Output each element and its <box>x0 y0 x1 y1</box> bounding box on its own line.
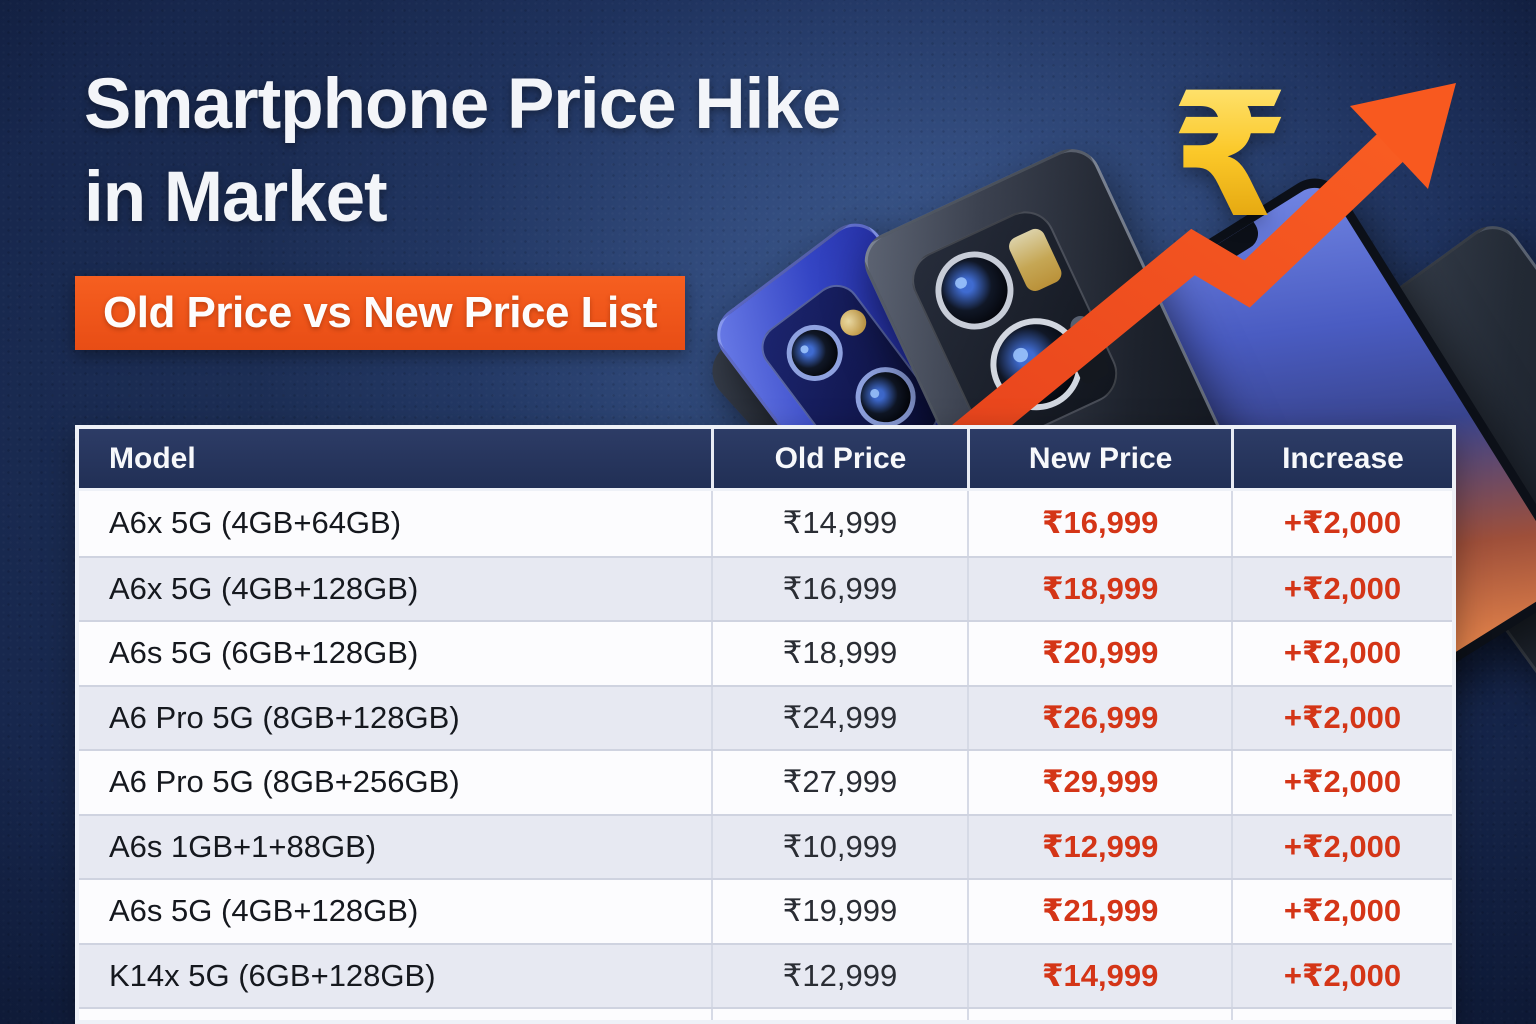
model-cell: K14x 5G (6GB+128GB) <box>109 957 436 993</box>
new-price-cell: ₹26,999 <box>967 686 1231 749</box>
new-price-cell: ₹29,999 <box>967 751 1231 814</box>
rupee-icon: ₹ <box>1170 55 1290 256</box>
increase-cell: +₹2,000 <box>1230 686 1452 749</box>
table-row: A6s 5G (4GB+128GB) ₹19,999 ₹21,999 +₹2,0… <box>79 878 1452 943</box>
increase-cell: +₹2,000 <box>1230 944 1452 1007</box>
subtitle-banner: Old Price vs New Price List <box>75 276 685 350</box>
new-price-cell <box>967 1009 1231 1020</box>
page-title: Smartphone Price Hike in Market <box>84 58 841 244</box>
model-cell: A6s 1GB+1+88GB) <box>109 828 377 864</box>
model-cell: A6s 5G (4GB+128GB) <box>109 893 419 929</box>
old-price-cell: ₹16,999 <box>710 557 968 620</box>
table-row: A6x 5G (4GB+64GB) ₹14,999 ₹16,999 +₹2,00… <box>79 491 1452 556</box>
increase-cell: +₹2,000 <box>1230 815 1452 878</box>
new-price-cell: ₹20,999 <box>967 622 1231 685</box>
old-price-cell: ₹18,999 <box>710 622 968 685</box>
old-price-cell: ₹24,999 <box>710 686 968 749</box>
camera-flash-icon <box>1005 225 1065 295</box>
old-price-cell: ₹12,999 <box>710 944 968 1007</box>
increase-cell: +₹2,000 <box>1230 880 1452 943</box>
new-price-cell: ₹21,999 <box>967 880 1231 943</box>
old-price-cell: ₹19,999 <box>710 880 968 943</box>
increase-cell: +₹2,000 <box>1230 557 1452 620</box>
table-row: A6 Pro 5G (8GB+128GB) ₹24,999 ₹26,999 +₹… <box>79 684 1452 749</box>
increase-cell: +₹2,000 <box>1230 491 1452 556</box>
table-row: A6s 5G (6GB+128GB) ₹18,999 ₹20,999 +₹2,0… <box>79 620 1452 685</box>
old-price-cell: ₹27,999 <box>710 751 968 814</box>
price-comparison-table: Model Old Price New Price Increase A6x 5… <box>75 425 1456 1024</box>
table-row-partial <box>79 1007 1452 1020</box>
dark-phone-camera-module <box>902 201 1128 453</box>
model-cell: A6s 5G (6GB+128GB) <box>109 635 419 671</box>
new-price-cell: ₹16,999 <box>967 491 1231 556</box>
increase-cell: +₹2,000 <box>1230 751 1452 814</box>
column-header-old-price: Old Price <box>710 429 968 488</box>
new-price-cell: ₹12,999 <box>967 815 1231 878</box>
column-header-new-price: New Price <box>967 429 1231 488</box>
old-price-cell <box>710 1009 968 1020</box>
column-header-increase: Increase <box>1230 429 1452 488</box>
new-price-cell: ₹14,999 <box>967 944 1231 1007</box>
model-cell <box>79 1009 711 1020</box>
old-price-cell: ₹10,999 <box>710 815 968 878</box>
column-header-model: Model <box>109 441 196 475</box>
page-title-line2: in Market <box>84 158 388 237</box>
increase-cell <box>1230 1009 1452 1020</box>
model-cell: A6 Pro 5G (8GB+128GB) <box>109 699 460 735</box>
table-header-row: Model Old Price New Price Increase <box>79 429 1452 491</box>
camera-flash-icon <box>835 304 872 341</box>
table-row: A6 Pro 5G (8GB+256GB) ₹27,999 ₹29,999 +₹… <box>79 749 1452 814</box>
table-row: A6x 5G (4GB+128GB) ₹16,999 ₹18,999 +₹2,0… <box>79 555 1452 620</box>
model-cell: A6x 5G (4GB+64GB) <box>109 505 402 541</box>
table-row: K14x 5G (6GB+128GB) ₹12,999 ₹14,999 +₹2,… <box>79 942 1452 1007</box>
subtitle-banner-label: Old Price vs New Price List <box>103 288 657 337</box>
old-price-cell: ₹14,999 <box>710 491 968 556</box>
new-price-cell: ₹18,999 <box>967 557 1231 620</box>
model-cell: A6 Pro 5G (8GB+256GB) <box>109 764 460 800</box>
increase-cell: +₹2,000 <box>1230 622 1452 685</box>
model-cell: A6x 5G (4GB+128GB) <box>109 570 419 606</box>
table-row: A6s 1GB+1+88GB) ₹10,999 ₹12,999 +₹2,000 <box>79 813 1452 878</box>
page-title-line1: Smartphone Price Hike <box>84 65 841 144</box>
